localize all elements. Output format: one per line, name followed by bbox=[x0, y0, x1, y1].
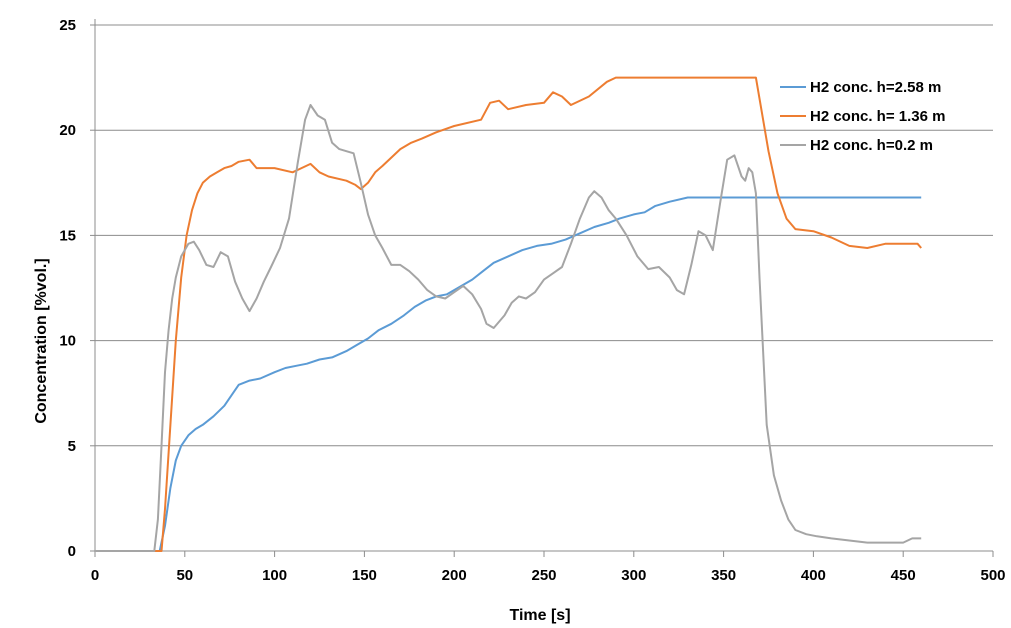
legend-item: H2 conc. h=0.2 m bbox=[780, 137, 933, 154]
x-tick-label: 200 bbox=[442, 567, 467, 584]
y-tick-label: 0 bbox=[68, 543, 76, 560]
x-tick-label: 500 bbox=[980, 567, 1005, 584]
legend-label: H2 conc. h=0.2 m bbox=[810, 137, 933, 154]
x-tick-labels: 0 50 100 150 200 250 300 350 400 450 500 bbox=[91, 567, 1006, 584]
legend: H2 conc. h=2.58 m H2 conc. h= 1.36 m H2 co… bbox=[780, 79, 945, 154]
y-axis-title: Concentration [%vol.] bbox=[33, 258, 50, 423]
y-tick-label: 25 bbox=[59, 17, 76, 34]
x-tick-label: 450 bbox=[891, 567, 916, 584]
y-tick-label: 5 bbox=[68, 438, 76, 455]
series-line-3 bbox=[95, 104, 922, 552]
x-tick-label: 0 bbox=[91, 567, 99, 584]
y-tick-label: 20 bbox=[59, 122, 76, 139]
series-lines bbox=[95, 76, 922, 552]
x-axis-title: Time [s] bbox=[509, 607, 570, 624]
legend-item: H2 conc. h= 1.36 m bbox=[780, 108, 945, 125]
legend-label: H2 conc. h= 1.36 m bbox=[810, 108, 945, 125]
legend-label: H2 conc. h=2.58 m bbox=[810, 79, 941, 96]
series-line-1 bbox=[95, 196, 922, 552]
y-tick-labels: 0 5 10 15 20 25 bbox=[59, 17, 76, 560]
x-tick-label: 50 bbox=[176, 567, 193, 584]
axes bbox=[90, 19, 994, 557]
x-tick-label: 100 bbox=[262, 567, 287, 584]
x-tick-label: 150 bbox=[352, 567, 377, 584]
x-tick-label: 400 bbox=[801, 567, 826, 584]
x-tick-label: 300 bbox=[621, 567, 646, 584]
gridlines bbox=[95, 24, 993, 447]
x-tick-label: 250 bbox=[531, 567, 556, 584]
series-line-2 bbox=[95, 76, 922, 552]
y-tick-label: 10 bbox=[59, 333, 76, 350]
y-tick-label: 15 bbox=[59, 227, 76, 244]
x-tick-label: 350 bbox=[711, 567, 736, 584]
legend-item: H2 conc. h=2.58 m bbox=[780, 79, 941, 96]
